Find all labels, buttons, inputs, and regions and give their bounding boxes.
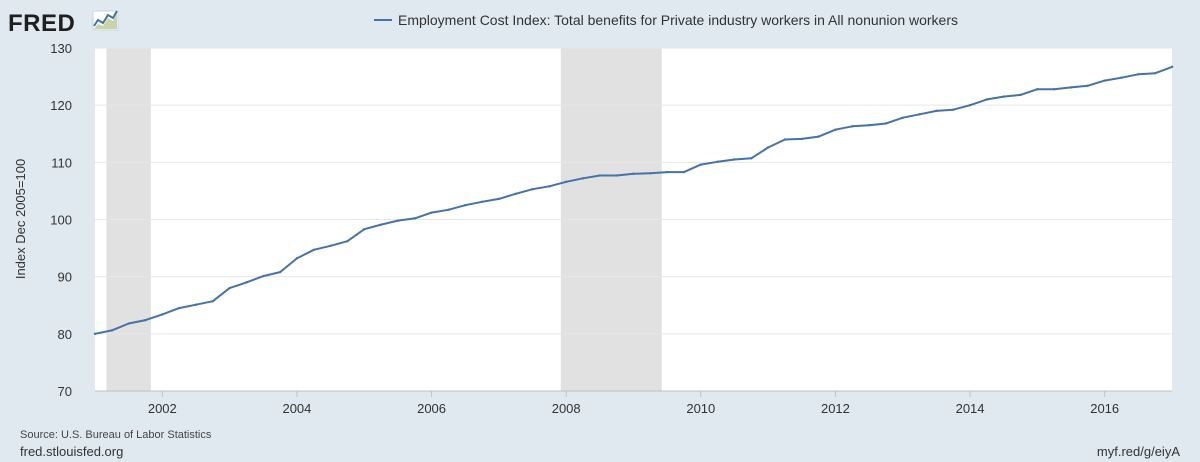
data-point (918, 113, 921, 116)
data-point (194, 303, 198, 306)
data-point (851, 125, 854, 128)
data-point (93, 332, 97, 336)
data-point (1002, 95, 1005, 98)
data-point (312, 248, 315, 251)
data-point (278, 270, 282, 274)
data-point (716, 160, 719, 163)
data-point (1053, 87, 1056, 91)
y-tick-label: 120 (50, 98, 72, 113)
x-tick-label: 2014 (956, 401, 985, 416)
data-point (363, 228, 366, 231)
data-point (211, 300, 214, 303)
data-point (867, 123, 871, 127)
data-point (682, 170, 686, 174)
data-point (649, 171, 652, 175)
data-point (531, 188, 534, 191)
x-axis: 2002 2004 2006 2008 2010 2012 2014 2016 (148, 391, 1119, 416)
data-point (699, 163, 703, 166)
data-point (1086, 84, 1090, 87)
fred-site-link[interactable]: fred.stlouisfed.org (20, 444, 123, 459)
data-point (161, 313, 164, 316)
data-point (262, 274, 265, 278)
data-point (985, 98, 989, 101)
x-tick-label: 2002 (148, 401, 177, 416)
data-point (935, 109, 938, 113)
chart-title: Employment Cost Index: Total benefits fo… (398, 12, 958, 28)
data-point (1069, 86, 1073, 89)
data-point (750, 157, 753, 160)
short-link[interactable]: myf.red/g/eiyA (1097, 444, 1180, 459)
data-point (245, 281, 248, 284)
data-point (430, 211, 433, 214)
data-point (1036, 87, 1039, 91)
x-tick-label: 2006 (417, 401, 446, 416)
data-point (497, 197, 501, 201)
data-point (884, 122, 888, 125)
y-tick-label: 80 (58, 327, 72, 342)
data-point (1170, 65, 1174, 69)
x-tick-label: 2008 (552, 401, 581, 416)
data-point (480, 200, 484, 203)
y-axis: 70 80 90 100 110 120 130 (50, 41, 72, 399)
y-tick-label: 100 (50, 213, 72, 228)
data-point (346, 240, 349, 243)
data-point (952, 108, 955, 111)
data-point (1120, 76, 1123, 79)
x-tick-label: 2010 (686, 401, 715, 416)
data-point (464, 204, 467, 207)
data-point (632, 172, 635, 175)
x-tick-label: 2004 (282, 401, 311, 416)
data-point (783, 138, 787, 141)
data-point (665, 170, 669, 174)
data-point (127, 322, 130, 325)
data-point (144, 318, 147, 322)
data-point (548, 185, 551, 188)
data-point (581, 177, 585, 180)
data-point (1019, 93, 1022, 97)
data-point (766, 146, 770, 149)
series-points (93, 65, 1174, 336)
y-tick-label: 110 (51, 155, 72, 170)
data-point (379, 223, 383, 226)
data-point (733, 158, 736, 161)
data-point (800, 137, 803, 141)
data-point (1153, 71, 1157, 75)
data-point (598, 174, 602, 177)
data-point (817, 135, 820, 138)
data-point (295, 257, 299, 260)
data-point (329, 244, 332, 247)
logo-graph-icon (92, 10, 119, 31)
fred-logo[interactable]: FRED (8, 10, 119, 37)
y-axis-title: Index Dec 2005=100 (13, 159, 28, 279)
data-point (1137, 73, 1140, 76)
data-point (564, 180, 568, 183)
data-point (177, 306, 181, 310)
data-point (396, 219, 400, 222)
y-tick-label: 90 (58, 270, 72, 285)
legend: Employment Cost Index: Total benefits fo… (374, 12, 958, 28)
x-tick-label: 2016 (1090, 401, 1119, 416)
data-point (514, 192, 517, 195)
data-point (110, 329, 114, 332)
data-point (968, 103, 972, 107)
data-point (834, 128, 837, 131)
source-note: Source: U.S. Bureau of Labor Statistics (20, 429, 212, 441)
data-point (615, 174, 618, 177)
x-tick-label: 2012 (821, 401, 850, 416)
data-point (228, 286, 231, 290)
logo-text: FRED (8, 10, 75, 37)
data-point (901, 116, 904, 119)
data-point (413, 217, 416, 220)
data-point (1103, 79, 1106, 82)
y-tick-label: 130 (50, 41, 72, 56)
data-point (447, 208, 450, 211)
y-tick-label: 70 (58, 384, 72, 399)
